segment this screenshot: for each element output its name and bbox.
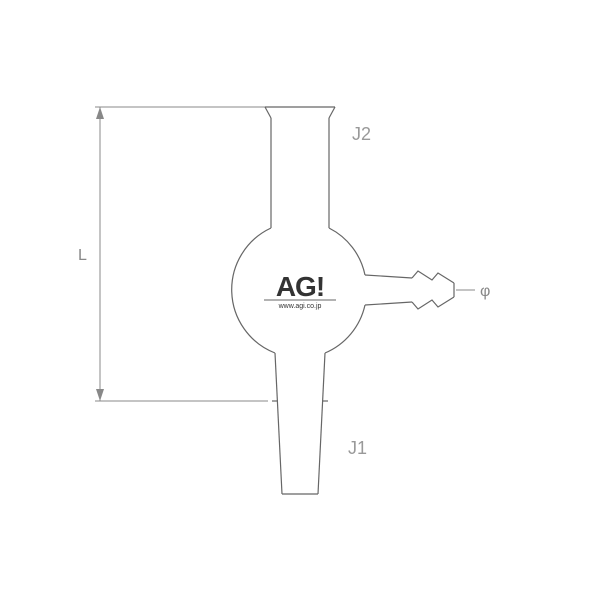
logo: AG! www.agi.co.jp [264,271,336,310]
label-j1: J1 [348,438,367,458]
dim-L-label: L [78,247,87,264]
glassware-diagram: L J2 φ J1 [0,0,600,600]
dimension-L: L [78,107,268,401]
top-socket [265,107,335,228]
label-j2: J2 [352,124,371,144]
logo-url: www.agi.co.jp [278,303,322,310]
bottom-cone [272,353,328,494]
dim-phi-label: φ [480,283,490,300]
logo-text: AG! [276,271,324,302]
side-hose-barb [365,271,454,309]
